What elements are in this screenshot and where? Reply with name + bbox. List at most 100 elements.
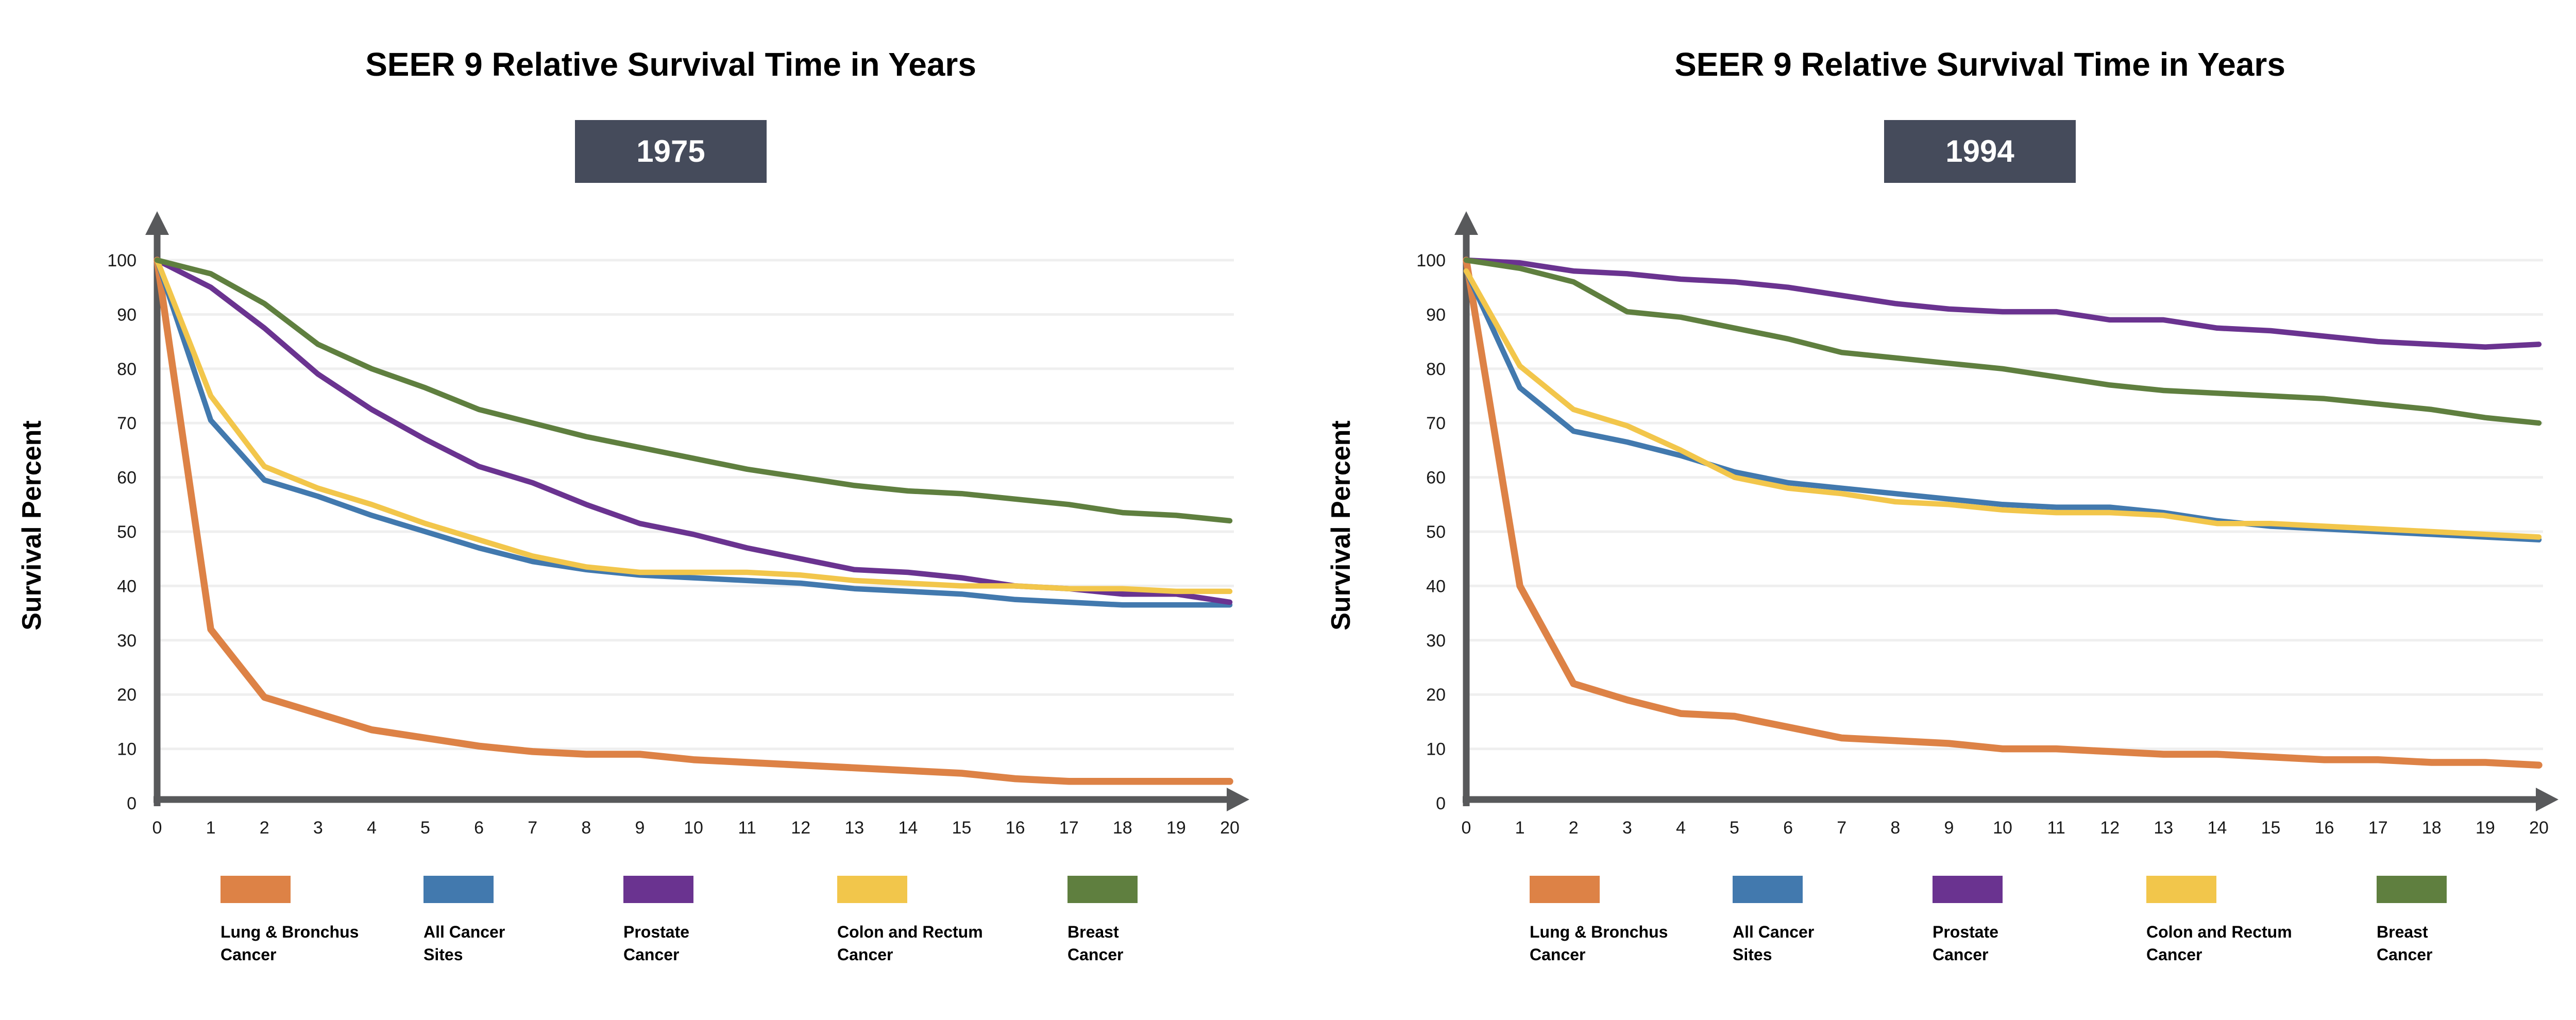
- x-tick-label-4: 4: [1676, 818, 1686, 838]
- x-tick-label-2: 2: [1569, 818, 1579, 838]
- legend-label-lung: Lung & Bronchus Cancer: [1530, 921, 1668, 966]
- legend-label-line1: Colon and Rectum: [2146, 923, 2292, 941]
- legend-item-breast-1994: Breast Cancer: [2377, 876, 2447, 966]
- legend-item-breast-1975: Breast Cancer: [1067, 876, 1138, 966]
- legend-label-all-sites: All Cancer Sites: [423, 921, 505, 966]
- legend-label-all-sites: All Cancer Sites: [1733, 921, 1814, 966]
- legend-label-line2: Cancer: [2377, 945, 2433, 964]
- x-tick-label-16: 16: [1006, 818, 1025, 838]
- x-tick-label-20: 20: [1220, 818, 1240, 838]
- series-line-all-cancer-sites-1975: [154, 257, 1233, 608]
- x-tick-label-13: 13: [844, 818, 864, 838]
- y-tick-label-10: 10: [117, 740, 137, 759]
- x-tick-label-7: 7: [1837, 818, 1846, 838]
- legend-swatch-lung-icon: [1530, 876, 1600, 903]
- legend-label-line1: Lung & Bronchus: [1530, 923, 1668, 941]
- axes: [145, 211, 1249, 811]
- legend-label-line1: Breast: [2377, 923, 2428, 941]
- y-tick-label-100: 100: [1416, 251, 1446, 270]
- legend-label-prostate: Prostate Cancer: [1933, 921, 2003, 966]
- y-axis-title-1975: Survival Percent: [17, 420, 47, 631]
- x-tick-label-15: 15: [2261, 818, 2281, 838]
- x-tick-label-5: 5: [420, 818, 430, 838]
- series-line-prostate-cancer-1975: [154, 257, 1233, 605]
- y-tick-label-30: 30: [1426, 631, 1446, 651]
- x-tick-label-12: 12: [2100, 818, 2120, 838]
- x-tick-label-18: 18: [2422, 818, 2442, 838]
- y-tick-label-20: 20: [117, 685, 137, 705]
- legend-swatch-prostate-icon: [1933, 876, 2003, 903]
- x-tick-label-17: 17: [1059, 818, 1079, 838]
- series-line-all-cancer-sites-1994: [1463, 268, 2542, 543]
- x-tick-label-10: 10: [1993, 818, 2012, 838]
- y-tick-label-90: 90: [117, 305, 137, 325]
- x-tick-label-2: 2: [260, 818, 269, 838]
- legend-label-line2: Sites: [1733, 945, 1772, 964]
- x-axis-arrow-icon: [1227, 788, 1249, 811]
- y-tick-label-100: 100: [107, 251, 137, 270]
- legend-label-line1: Colon and Rectum: [837, 923, 983, 941]
- series-line-colon-and-rectum-cancer-1975: [154, 257, 1233, 594]
- series-line-lung-bronchus-cancer-1994: [1463, 257, 2543, 769]
- legend-swatch-all-sites-icon: [1733, 876, 1803, 903]
- x-tick-label-4: 4: [367, 818, 377, 838]
- legend-swatch-colon-icon: [837, 876, 907, 903]
- y-tick-label-80: 80: [1426, 360, 1446, 379]
- legend-swatch-all-sites-icon: [423, 876, 494, 903]
- x-tick-label-15: 15: [952, 818, 972, 838]
- x-tick-label-14: 14: [898, 818, 918, 838]
- x-tick-label-20: 20: [2529, 818, 2549, 838]
- legend-label-lung: Lung & Bronchus Cancer: [221, 921, 359, 966]
- legend-label-line2: Cancer: [623, 945, 680, 964]
- y-tick-label-60: 60: [1426, 468, 1446, 488]
- legend-label-line1: Lung & Bronchus: [221, 923, 359, 941]
- legend-item-all-sites-1975: All Cancer Sites: [423, 876, 505, 966]
- legend-swatch-colon-icon: [2146, 876, 2216, 903]
- x-tick-label-1: 1: [1515, 818, 1525, 838]
- x-tick-label-3: 3: [1622, 818, 1632, 838]
- x-tick-label-14: 14: [2207, 818, 2227, 838]
- series-line-prostate-cancer-1994: [1463, 257, 2542, 350]
- series-line-breast-cancer-1975: [154, 257, 1233, 524]
- y-tick-label-40: 40: [117, 576, 137, 596]
- x-tick-label-0: 0: [1462, 818, 1471, 838]
- y-tick-label-10: 10: [1426, 740, 1446, 759]
- x-tick-label-6: 6: [474, 818, 484, 838]
- x-tick-label-9: 9: [635, 818, 645, 838]
- y-tick-label-70: 70: [1426, 414, 1446, 433]
- legend-label-line1: All Cancer: [1733, 923, 1815, 941]
- legend-label-breast: Breast Cancer: [1067, 921, 1138, 966]
- legend-swatch-prostate-icon: [623, 876, 693, 903]
- y-axis-arrow-icon: [1454, 211, 1478, 235]
- legend-label-colon: Colon and Rectum Cancer: [2146, 921, 2292, 966]
- x-tick-label-7: 7: [528, 818, 537, 838]
- legend-label-prostate: Prostate Cancer: [623, 921, 693, 966]
- gridlines: [159, 259, 1234, 751]
- y-axis-arrow-icon: [145, 211, 169, 235]
- y-tick-label-80: 80: [117, 360, 137, 379]
- y-tick-label-30: 30: [117, 631, 137, 651]
- x-tick-label-6: 6: [1783, 818, 1793, 838]
- legend-item-colon-1994: Colon and Rectum Cancer: [2146, 876, 2292, 966]
- legend-item-prostate-1994: Prostate Cancer: [1933, 876, 2003, 966]
- x-tick-label-12: 12: [791, 818, 810, 838]
- x-tick-label-8: 8: [581, 818, 591, 838]
- y-axis-title-1994: Survival Percent: [1326, 420, 1356, 631]
- legend-label-line2: Sites: [423, 945, 463, 964]
- y-tick-label-0: 0: [1436, 794, 1446, 813]
- legend-label-breast: Breast Cancer: [2377, 921, 2447, 966]
- x-tick-label-17: 17: [2368, 818, 2388, 838]
- legend-item-lung-1975: Lung & Bronchus Cancer: [221, 876, 359, 966]
- legend-label-line2: Cancer: [1933, 945, 1989, 964]
- legend-label-colon: Colon and Rectum Cancer: [837, 921, 983, 966]
- legend-label-line1: Prostate: [1933, 923, 1999, 941]
- x-tick-label-11: 11: [738, 818, 756, 838]
- chart-title-1994: SEER 9 Relative Survival Time in Years: [1674, 46, 2285, 83]
- legend-item-prostate-1975: Prostate Cancer: [623, 876, 693, 966]
- x-tick-label-3: 3: [313, 818, 323, 838]
- series-line-lung-bronchus-cancer-1975: [154, 257, 1233, 785]
